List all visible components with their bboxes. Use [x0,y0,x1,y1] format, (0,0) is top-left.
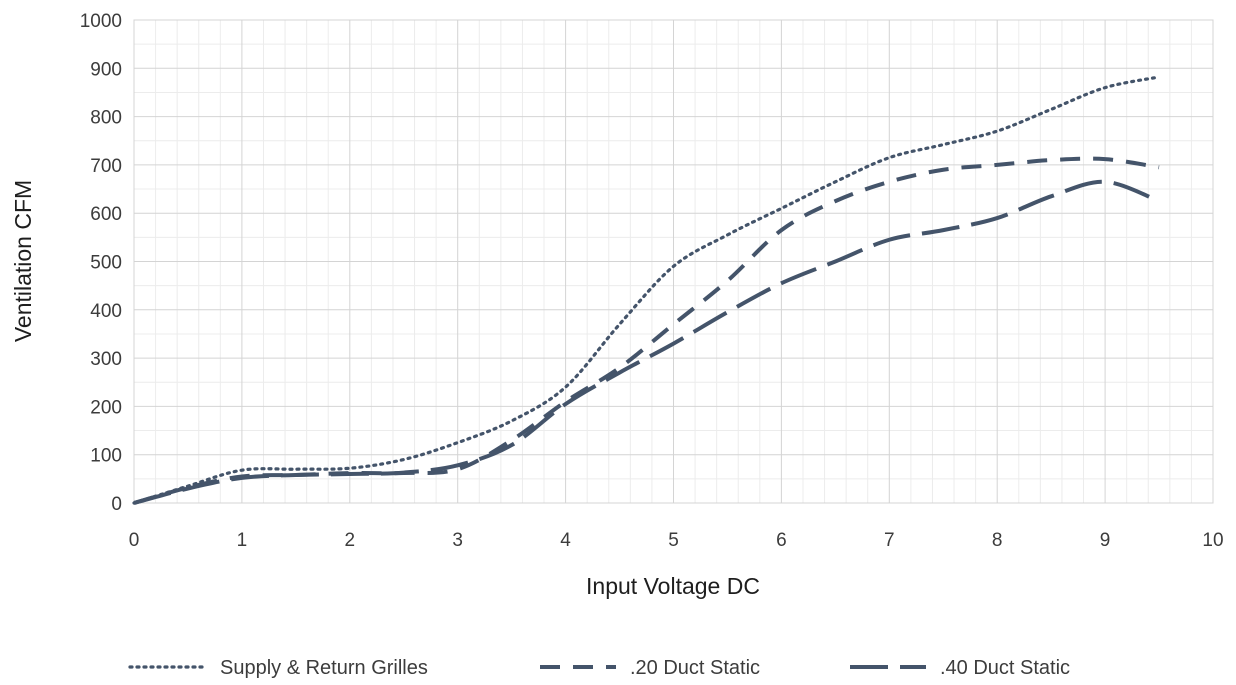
plot-area-border [133,19,1214,504]
y-tick-label: 500 [90,253,122,274]
y-tick-label: 300 [90,349,122,370]
x-tick-label: 0 [129,530,140,551]
x-tick-label: 9 [1100,530,1111,551]
x-tick-label: 1 [237,530,248,551]
y-tick-label: 700 [90,156,122,177]
series-lines [132,75,1161,505]
y-tick-label: 900 [90,59,122,80]
y-tick-label: 0 [111,494,122,515]
y-tick-label: 1000 [80,11,122,32]
y-axis-title: Ventilation CFM [10,180,36,342]
x-tick-label: 5 [668,530,679,551]
x-tick-label: 4 [560,530,571,551]
x-tick-label: 7 [884,530,895,551]
legend-label-supply-return-grilles: Supply & Return Grilles [220,657,428,679]
x-tick-label: 10 [1202,530,1223,551]
x-axis-title: Input Voltage DC [586,573,760,599]
x-tick-label: 2 [345,530,356,551]
y-tick-label: 400 [90,301,122,322]
series-line-40-duct-static [133,179,1160,505]
legend-label-20-duct-static: .20 Duct Static [630,657,760,679]
y-tick-label: 600 [90,204,122,225]
x-tick-label: 6 [776,530,787,551]
series-line-supply-return-grilles [132,75,1161,505]
x-tick-label: 3 [452,530,463,551]
plot-border-rect [133,19,1214,504]
x-tick-label: 8 [992,530,1003,551]
y-tick-label: 100 [90,446,122,467]
y-axis-tick-labels: 0 100 200 300 400 500 600 700 800 900 1000 [80,11,122,515]
legend-label-40-duct-static: .40 Duct Static [940,657,1070,679]
y-tick-label: 800 [90,108,122,129]
x-axis-tick-labels: 0 1 2 3 4 5 6 7 8 9 10 [129,530,1224,551]
y-tick-label: 200 [90,397,122,418]
legend: Supply & Return Grilles .20 Duct Static .4… [128,657,1070,679]
